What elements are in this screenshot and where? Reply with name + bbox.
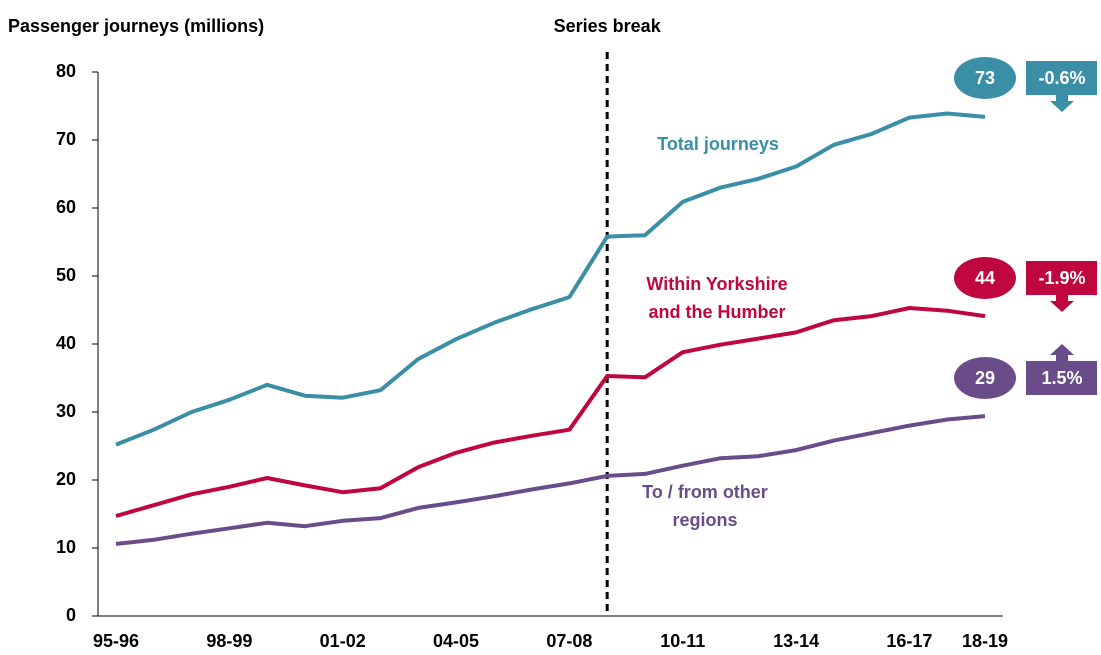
change-label: 1.5% xyxy=(1041,368,1082,388)
change-arrow xyxy=(1050,344,1074,361)
series-line xyxy=(115,111,986,447)
series-break-label: Series break xyxy=(554,16,662,36)
line-label: regions xyxy=(672,510,737,530)
change-label: -0.6% xyxy=(1038,68,1085,88)
y-axis-label: Passenger journeys (millions) xyxy=(8,16,264,36)
x-tick-label: 13-14 xyxy=(773,631,819,651)
end-badge xyxy=(954,357,1016,399)
y-tick-label: 50 xyxy=(56,265,76,285)
x-tick-label: 98-99 xyxy=(206,631,252,651)
end-label: 73 xyxy=(975,68,995,88)
end-label: 29 xyxy=(975,368,995,388)
line-label: To / from other xyxy=(642,482,768,502)
change-label: -1.9% xyxy=(1038,268,1085,288)
series-line xyxy=(115,414,986,546)
y-tick-label: 0 xyxy=(66,605,76,625)
series-line xyxy=(115,306,986,518)
change-box xyxy=(1026,61,1097,95)
line-label: Within Yorkshire xyxy=(646,274,787,294)
change-arrow xyxy=(1050,95,1074,112)
change-box xyxy=(1026,361,1097,395)
change-box xyxy=(1026,261,1097,295)
y-tick-label: 30 xyxy=(56,401,76,421)
line-label: Total journeys xyxy=(657,134,779,154)
x-tick-label: 95-96 xyxy=(93,631,139,651)
y-tick-label: 10 xyxy=(56,537,76,557)
y-tick-label: 70 xyxy=(56,129,76,149)
x-tick-label: 16-17 xyxy=(886,631,932,651)
line-label: and the Humber xyxy=(648,302,785,322)
x-tick-label: 18-19 xyxy=(962,631,1008,651)
end-badge xyxy=(954,257,1016,299)
y-tick-label: 60 xyxy=(56,197,76,217)
end-badge xyxy=(954,57,1016,99)
x-tick-label: 01-02 xyxy=(320,631,366,651)
change-arrow xyxy=(1050,295,1074,312)
end-label: 44 xyxy=(975,268,995,288)
y-tick-label: 20 xyxy=(56,469,76,489)
x-tick-label: 10-11 xyxy=(660,631,705,651)
x-tick-label: 07-08 xyxy=(546,631,592,651)
y-tick-label: 80 xyxy=(56,61,76,81)
x-tick-label: 04-05 xyxy=(433,631,479,651)
y-tick-label: 40 xyxy=(56,333,76,353)
